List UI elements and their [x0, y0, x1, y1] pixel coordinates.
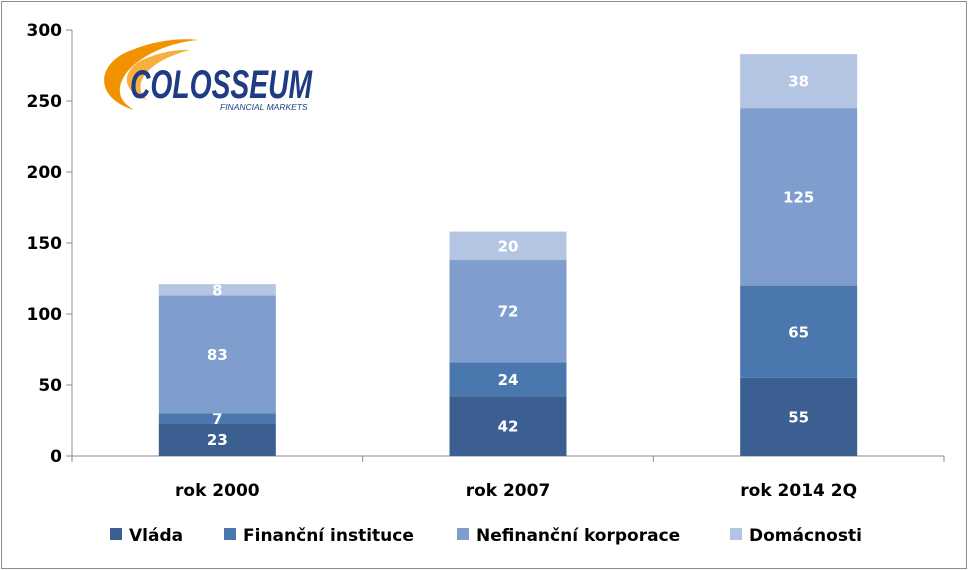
data-label: 72 [498, 303, 519, 321]
bar-segment [449, 396, 567, 456]
data-label: 23 [207, 431, 228, 449]
bar-segment [740, 377, 858, 456]
bar-segment [449, 362, 567, 397]
y-tick-label: 0 [50, 447, 62, 467]
bar-segment [158, 423, 276, 456]
legend-label: Nefinanční korporace [476, 526, 680, 546]
y-tick-label: 300 [27, 21, 63, 41]
axes: 0 50 100 150 200 250 300 rok 2000 rok 2007 rok 20… [27, 21, 945, 501]
bar-segment [740, 108, 858, 286]
data-label: 65 [788, 323, 809, 341]
y-tick-label: 250 [27, 92, 63, 112]
legend: Vláda Finanční instituce Nefinanční korpor… [110, 526, 862, 546]
bars: 23 7 83 8 42 24 72 20 55 65 125 38 [158, 54, 858, 456]
data-label: 125 [783, 188, 814, 206]
category-label: rok 2014 2Q [740, 481, 857, 501]
category-label: rok 2000 [175, 481, 260, 501]
legend-swatch [224, 528, 236, 540]
legend-label: Finanční instituce [243, 526, 414, 546]
data-label: 7 [212, 410, 222, 428]
data-label: 24 [498, 371, 519, 389]
bar-segment [158, 284, 276, 296]
bar-segment [740, 285, 858, 378]
logo-tagline: FINANCIAL MARKETS [220, 102, 308, 112]
data-label: 20 [498, 237, 519, 255]
data-label: 55 [788, 408, 809, 426]
legend-swatch [457, 528, 469, 540]
colosseum-logo: COLOSSEUM FINANCIAL MARKETS [104, 39, 313, 112]
legend-swatch [730, 528, 742, 540]
data-label: 38 [788, 73, 809, 91]
bar-segment [740, 54, 858, 109]
y-tick-label: 200 [27, 163, 63, 183]
y-tick-label: 100 [27, 305, 63, 325]
legend-swatch [110, 528, 122, 540]
bar-segment [158, 413, 276, 424]
y-tick-label: 150 [27, 234, 63, 254]
bar-segment [449, 231, 567, 261]
logo-swoosh-inner [126, 49, 190, 100]
data-label: 42 [498, 418, 519, 436]
bar-segment [158, 295, 276, 414]
legend-label: Vláda [129, 526, 183, 546]
category-label: rok 2007 [466, 481, 551, 501]
legend-label: Domácnosti [749, 526, 862, 546]
logo-wordmark: COLOSSEUM [130, 63, 313, 107]
bar-segment [449, 260, 567, 363]
y-tick-label: 50 [38, 376, 62, 396]
logo-swoosh-outer [104, 39, 198, 110]
data-label: 83 [207, 346, 228, 364]
data-label: 8 [212, 281, 222, 299]
